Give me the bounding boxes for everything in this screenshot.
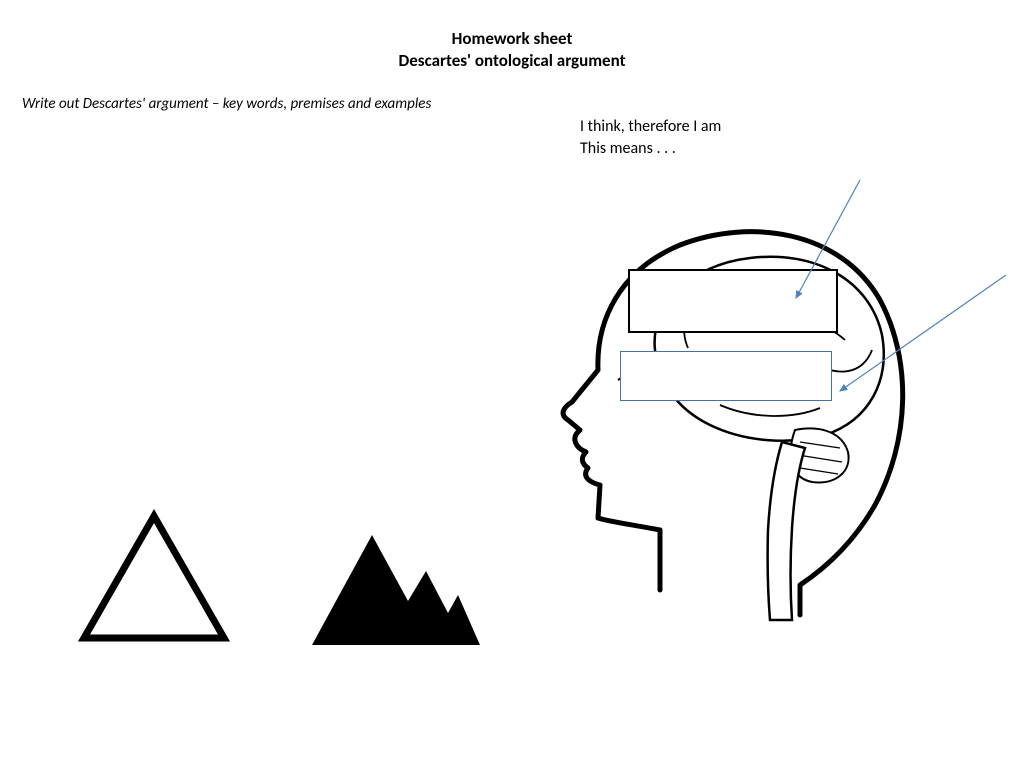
label-box-2	[620, 351, 832, 401]
quote-block: I think, therefore I am This means . . .	[580, 116, 721, 159]
triangle-outline-icon	[78, 508, 230, 650]
title-block: Homework sheet Descartes' ontological ar…	[0, 28, 1024, 72]
quote-line-1: I think, therefore I am	[580, 116, 721, 138]
title-line-2: Descartes' ontological argument	[0, 50, 1024, 72]
arrow-2-icon	[832, 271, 1012, 401]
mountains-icon	[310, 523, 482, 651]
quote-line-2: This means . . .	[580, 138, 721, 160]
title-line-1: Homework sheet	[0, 28, 1024, 50]
instruction-text: Write out Descartes' argument – key word…	[22, 94, 442, 114]
